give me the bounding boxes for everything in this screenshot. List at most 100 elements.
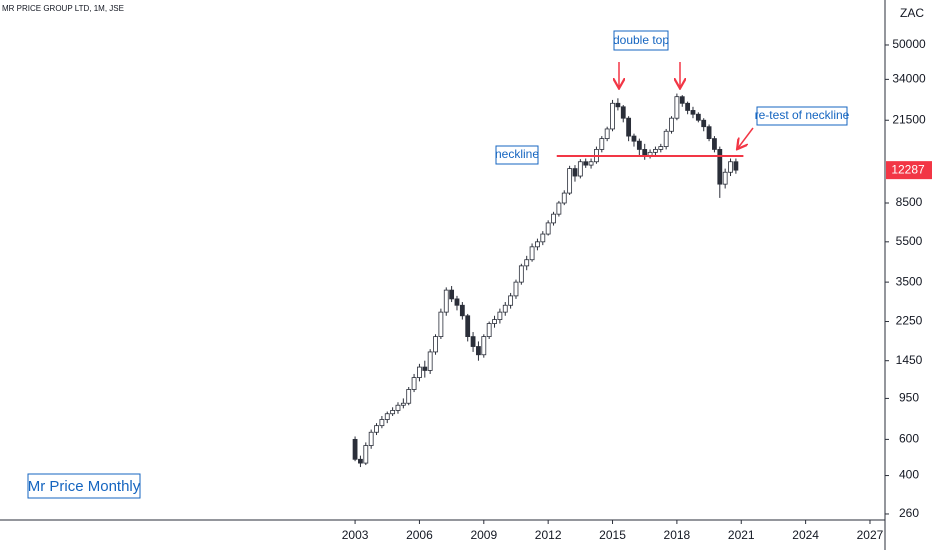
candle-body	[722, 171, 728, 185]
candle-body	[417, 366, 422, 378]
candle-body	[572, 168, 578, 177]
y-tick-label: 600	[899, 432, 919, 446]
candle-body	[610, 102, 615, 130]
candle-body	[374, 425, 379, 433]
x-tick-label: 2012	[535, 528, 562, 542]
candle-body	[497, 311, 503, 320]
candle-body	[642, 149, 648, 156]
candle-body	[422, 366, 428, 371]
candle-body	[647, 151, 653, 156]
candle-body	[502, 304, 508, 313]
y-tick-label: 5500	[896, 234, 923, 248]
y-tick-label: 8500	[896, 195, 923, 209]
annotation: double top	[613, 33, 669, 47]
candle-body	[685, 102, 691, 111]
chart-title: MR PRICE GROUP LTD, 1M, JSE	[2, 4, 124, 13]
candle-body	[486, 323, 492, 338]
candle-body	[674, 96, 680, 119]
candle-body	[379, 419, 385, 427]
candle-body	[524, 259, 530, 267]
y-tick-label: 50000	[892, 37, 926, 51]
annotations: double top neckline re-test of neckline …	[27, 30, 850, 499]
y-tick-label: 1450	[896, 353, 923, 367]
candle-body	[706, 126, 712, 140]
y-tick-label: 2250	[896, 314, 923, 328]
candle-body	[443, 289, 449, 313]
x-tick-label: 2021	[728, 528, 755, 542]
candle-body	[690, 110, 696, 115]
candle-body	[712, 138, 717, 150]
annotation-box	[613, 30, 669, 51]
candle-body	[588, 161, 594, 166]
candle-body	[427, 351, 433, 371]
y-tick-label: 950	[899, 391, 919, 405]
candle-body	[663, 130, 669, 147]
candle-body	[728, 161, 733, 173]
candle-body	[626, 117, 632, 137]
candle-body	[551, 213, 556, 224]
y-tick-label: 3500	[896, 274, 923, 288]
candle-body	[561, 192, 567, 204]
candle-body	[733, 161, 739, 171]
candle-body	[717, 149, 723, 185]
candle-body	[577, 161, 583, 177]
x-tick-label: 2015	[599, 528, 626, 542]
x-tick-label: 2024	[792, 528, 819, 542]
candle-body	[470, 336, 476, 347]
candle-body	[529, 246, 535, 261]
candle-body	[384, 413, 390, 420]
candle-body	[604, 128, 610, 140]
y-tick-label: 21500	[892, 112, 926, 126]
candle-body	[695, 113, 701, 121]
annotation-box	[495, 145, 539, 165]
candle-body	[599, 138, 605, 150]
candle-body	[352, 438, 358, 460]
annotation: re-test of neckline	[755, 108, 850, 122]
candle-body	[679, 96, 685, 104]
candle-body	[363, 445, 369, 464]
candle-body	[476, 346, 481, 356]
candle-body	[658, 146, 664, 150]
y-tick-label: 34000	[892, 72, 926, 86]
candle-body	[620, 106, 626, 119]
last-price-tag	[886, 161, 932, 180]
candle-body	[400, 402, 406, 406]
x-tick-label: 2027	[857, 528, 884, 542]
candle-body	[508, 295, 514, 306]
candle-body	[636, 140, 642, 150]
x-tick-label: 2006	[406, 528, 433, 542]
candle-body	[518, 265, 524, 283]
caption: Mr Price Monthly	[28, 478, 141, 495]
x-tick-label: 2009	[470, 528, 497, 542]
candle-body	[583, 161, 589, 166]
candle-body	[395, 404, 401, 411]
candle-body	[459, 304, 465, 317]
candle-body	[556, 202, 562, 215]
candle-body	[492, 319, 497, 324]
candle-body	[631, 135, 637, 142]
candle-body	[358, 458, 363, 464]
candle-body	[411, 377, 417, 390]
candle-body	[669, 117, 674, 132]
candle-body	[465, 315, 471, 338]
candle-body	[433, 336, 438, 353]
candle-body	[481, 336, 487, 356]
candle-body	[390, 410, 396, 415]
x-tick-label: 2018	[664, 528, 691, 542]
last-price-label: 12287	[891, 162, 925, 176]
y-tick-label: 260	[899, 506, 919, 520]
arrow	[738, 127, 754, 148]
x-tick-label: 2003	[342, 528, 369, 542]
annotation: neckline	[495, 147, 539, 161]
candle-body	[438, 311, 444, 338]
candle-body	[535, 241, 540, 248]
candle-body	[513, 281, 519, 297]
annotation-box	[756, 106, 848, 126]
candle-body	[449, 289, 455, 300]
candle-body	[653, 149, 658, 153]
candle-body	[454, 298, 460, 306]
annotation-box	[27, 473, 141, 499]
candle-body	[545, 222, 551, 235]
candle-body	[567, 168, 573, 194]
